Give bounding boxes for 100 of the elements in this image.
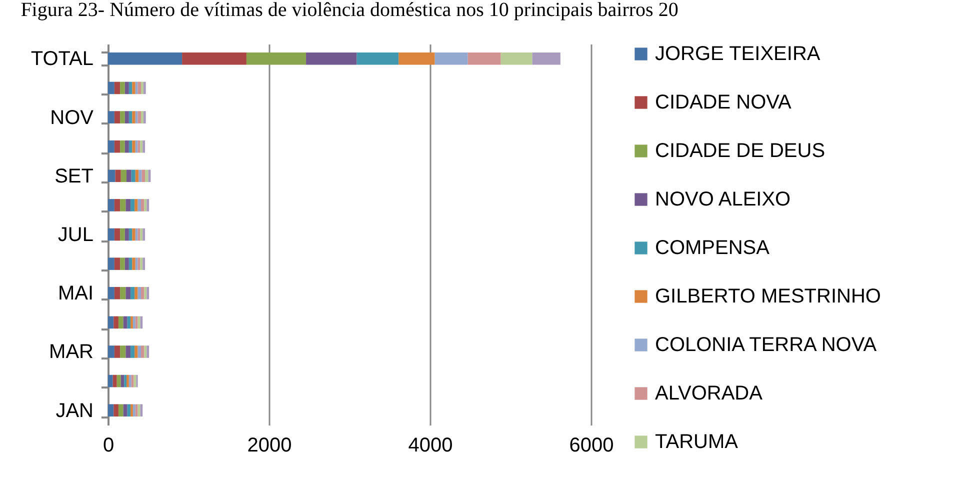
legend-label: NOVO ALEIXO: [655, 188, 791, 210]
bar: [132, 228, 136, 241]
bar: [124, 82, 129, 94]
bar: [130, 199, 135, 212]
bar: [135, 140, 138, 153]
bar: [108, 140, 114, 153]
x-tick-label: 0: [102, 434, 114, 456]
bar: [434, 52, 468, 65]
bar: [124, 228, 129, 241]
bar: [138, 111, 142, 124]
bar: [114, 404, 118, 416]
bar: [120, 82, 125, 94]
bar: [114, 258, 120, 270]
bar: [145, 170, 148, 182]
bar: [146, 199, 150, 212]
bar: [118, 404, 124, 416]
bar: [128, 258, 132, 270]
bar: [143, 111, 146, 124]
bar: [108, 316, 114, 329]
bar: [134, 199, 138, 212]
bar: [130, 346, 135, 358]
bar: [144, 346, 147, 358]
bar: [128, 82, 132, 94]
legend-label: COLONIA TERRA NOVA: [655, 334, 878, 356]
x-tick-label: 2000: [247, 434, 292, 456]
bar: [135, 228, 138, 241]
bar: [127, 316, 131, 329]
bar: [120, 111, 125, 124]
bar: [140, 316, 143, 329]
legend-label: COMPENSA: [655, 237, 770, 259]
bar: [132, 111, 136, 124]
y-tick-label: TOTAL: [30, 48, 94, 70]
legend-label: ALVORADA: [655, 382, 764, 404]
bar: [108, 111, 114, 124]
bar: [356, 52, 399, 65]
bar: [143, 82, 146, 94]
bar: [468, 52, 501, 65]
bar: [120, 228, 125, 241]
bar: [132, 316, 136, 329]
bar: [120, 170, 127, 182]
bar: [132, 404, 136, 416]
bar: [123, 316, 128, 329]
bar: [118, 316, 124, 329]
bar: [141, 286, 144, 300]
bar: [114, 286, 120, 300]
bar: [128, 111, 132, 124]
bar: [146, 286, 150, 300]
x-tick-label: 4000: [408, 434, 453, 456]
bar: [144, 286, 147, 300]
bar: [128, 228, 132, 241]
bar: [246, 52, 306, 65]
bar: [135, 82, 138, 94]
bar: [398, 52, 435, 65]
bar: [120, 374, 124, 388]
y-tick-label: MAR: [49, 341, 94, 364]
bar: [124, 140, 129, 153]
y-tick-label: MAI: [58, 282, 94, 305]
bar: [132, 258, 136, 270]
bar: [131, 374, 134, 388]
bar: [112, 374, 117, 388]
bar: [142, 228, 146, 241]
bar: [124, 111, 129, 124]
bar: [138, 82, 142, 94]
bar: [120, 258, 125, 270]
bar: [120, 346, 126, 358]
bar: [114, 316, 118, 329]
bar: [134, 286, 138, 300]
bar: [131, 170, 136, 182]
bar: [116, 374, 121, 388]
bar: [108, 199, 114, 212]
bar: [126, 286, 131, 300]
bar: [142, 170, 146, 182]
legend-label: TARUMA: [655, 431, 739, 453]
y-tick-label: JUL: [58, 224, 94, 246]
bar: [135, 170, 139, 182]
bar: [124, 374, 127, 388]
bar: [132, 140, 136, 153]
bar: [141, 199, 144, 212]
bar: [135, 111, 138, 124]
bar: [128, 374, 132, 388]
x-tick-label: 6000: [569, 434, 614, 456]
y-tick-label: JAN: [56, 400, 94, 422]
bar: [138, 346, 142, 358]
bar: [142, 258, 146, 270]
bar: [140, 140, 143, 153]
bar: [108, 404, 114, 416]
bar: [182, 52, 246, 65]
bar: [120, 286, 126, 300]
bar: [123, 404, 128, 416]
legend-label: CIDADE DE DEUS: [655, 140, 826, 162]
bar: [126, 199, 131, 212]
bar: [126, 170, 132, 182]
bar: [108, 346, 114, 358]
bar: [144, 199, 147, 212]
bar: [127, 404, 131, 416]
bar: [114, 228, 120, 241]
y-tick-label: NOV: [50, 106, 94, 129]
bar: [500, 52, 532, 65]
bar: [114, 82, 120, 94]
bar: [140, 404, 143, 416]
